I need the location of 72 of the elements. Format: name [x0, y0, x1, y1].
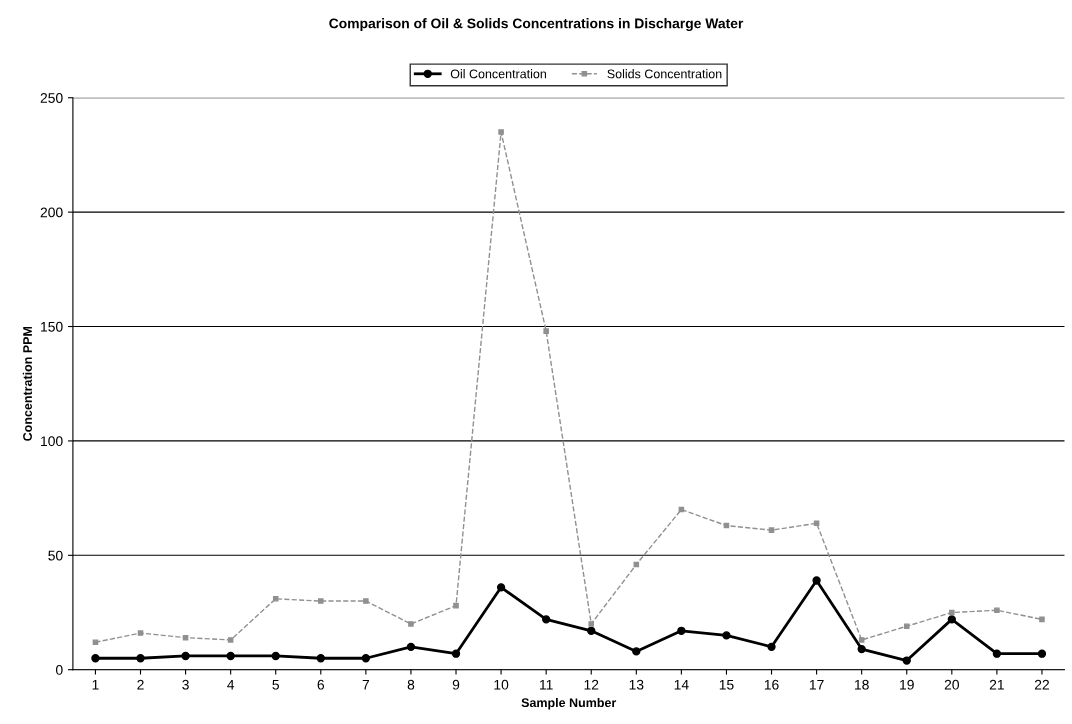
point: [677, 626, 686, 635]
point: [136, 654, 145, 663]
point: [181, 651, 190, 661]
x-axis-title: Sample Number: [521, 697, 617, 710]
point: [992, 649, 1002, 658]
point: [768, 527, 775, 533]
point: [587, 626, 596, 635]
x-tick-label: 17: [809, 679, 824, 690]
point: [227, 637, 234, 643]
point: [271, 651, 280, 661]
x-tick-label: 2: [137, 679, 144, 690]
point: [496, 583, 506, 592]
point: [451, 649, 461, 658]
point: [1037, 649, 1047, 658]
x-tick-label: 18: [855, 679, 869, 690]
x-tick-label: 19: [900, 679, 914, 690]
x-tick-label: 22: [1034, 679, 1049, 690]
y-tick-label: 200: [40, 207, 63, 218]
point: [902, 656, 911, 665]
y-tick-label: 250: [40, 93, 63, 103]
x-tick-label: 15: [719, 679, 734, 690]
x-tick-label: 14: [674, 679, 689, 690]
x-tick-label: 12: [584, 679, 599, 690]
y-tick-label: 0: [55, 665, 63, 675]
x-tick-label: 4: [227, 679, 235, 690]
chart-title: Comparison of Oil & Solids Concentrations in Discharge Water: [329, 18, 744, 32]
point: [453, 602, 459, 609]
point: [994, 607, 1000, 613]
x-tick-label: 16: [764, 679, 779, 690]
x-tick-label: 6: [317, 679, 325, 690]
point: [92, 639, 99, 646]
legend-label: Oil Concentration: [450, 69, 547, 79]
x-tick-label: 20: [944, 679, 959, 690]
x-tick-label: 9: [452, 679, 460, 690]
legend-label: Solids Concentration: [607, 69, 722, 79]
y-tick-label: 100: [41, 436, 63, 447]
y-axis-title: Concentration PPM: [22, 326, 32, 441]
point: [947, 615, 956, 624]
point: [949, 609, 955, 616]
x-tick-label: 21: [989, 679, 1004, 690]
point: [812, 576, 821, 585]
x-tick-label: 5: [272, 679, 279, 690]
point: [406, 642, 416, 651]
y-tick-label: 50: [48, 550, 63, 561]
point: [91, 654, 100, 663]
x-tick-label: 7: [362, 679, 370, 690]
x-tick-label: 13: [629, 679, 644, 690]
point: [903, 623, 910, 630]
y-tick-label: 150: [41, 321, 63, 332]
x-tick-label: 8: [407, 679, 415, 690]
point: [632, 647, 641, 656]
point: [543, 328, 549, 334]
point: [857, 644, 866, 654]
x-tick-label: 11: [540, 679, 553, 690]
point: [408, 621, 414, 627]
point: [1039, 616, 1045, 623]
point: [541, 615, 551, 624]
point: [272, 595, 279, 602]
point: [226, 651, 235, 661]
point: [767, 642, 776, 651]
point: [137, 630, 144, 636]
point: [498, 129, 504, 135]
point: [363, 598, 369, 604]
point: [588, 621, 595, 627]
x-tick-label: 3: [182, 679, 189, 690]
x-tick-label: 1: [92, 679, 99, 690]
point: [318, 598, 324, 604]
point: [858, 637, 865, 643]
point: [722, 631, 731, 640]
point: [316, 654, 325, 663]
point: [361, 654, 371, 663]
x-tick-label: 10: [494, 679, 509, 690]
